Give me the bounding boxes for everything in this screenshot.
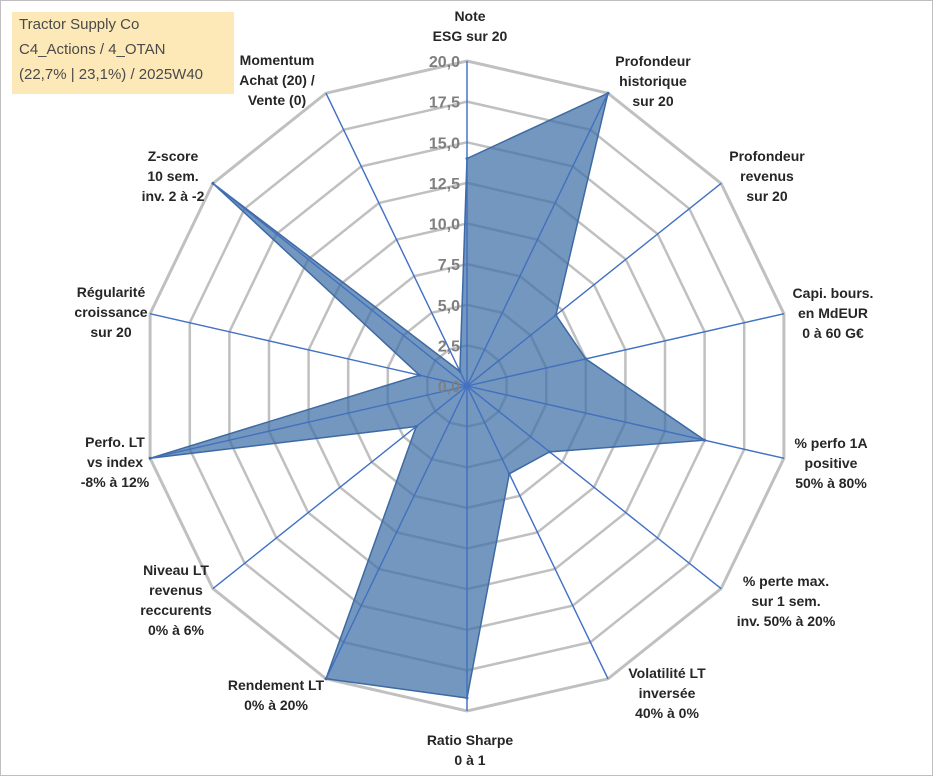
axis-label-line: revenus (740, 168, 794, 184)
axis-label-line: historique (619, 73, 687, 89)
axis-label-line: % perfo 1A (794, 435, 867, 451)
tick-label: 15,0 (429, 135, 460, 152)
tick-label: 7,5 (438, 257, 460, 274)
axis-labels: Note ESG sur 20 Profondeur historique sur 20… (74, 8, 873, 768)
radar-spokes-overlay (149, 61, 785, 711)
axis-label-line: 0% à 20% (244, 697, 308, 713)
axis-label: Profondeur historique sur 20 (615, 53, 691, 109)
axis-spoke (466, 385, 785, 459)
axis-label-line: 50% à 80% (795, 475, 867, 491)
tick-label: 5,0 (438, 298, 460, 315)
axis-label-line: inv. 2 à -2 (142, 188, 205, 204)
axis-label: Z-score 10 sem. inv. 2 à -2 (142, 148, 205, 204)
axis-spoke (466, 385, 722, 590)
axis-label-line: Momentum (240, 52, 315, 68)
axis-label-line: 40% à 0% (635, 705, 699, 721)
axis-label-line: sur 1 sem. (751, 593, 820, 609)
axis-spoke (466, 385, 609, 680)
axis-label: Ratio Sharpe 0 à 1 (427, 732, 514, 768)
axis-label-line: Rendement LT (228, 677, 325, 693)
axis-spoke (149, 313, 468, 387)
axis-label-line: 0 à 1 (454, 752, 485, 768)
tick-label: 10,0 (429, 217, 460, 234)
axis-label-line: croissance (74, 304, 147, 320)
tick-label: 17,5 (429, 95, 460, 112)
axis-label: Rendement LT 0% à 20% (228, 677, 325, 713)
axis-label-line: Profondeur (729, 148, 805, 164)
axis-spoke (466, 313, 785, 387)
axis-label: % perfo 1A positive 50% à 80% (794, 435, 867, 491)
tick-label: 2,5 (438, 338, 460, 355)
axis-label-line: Régularité (77, 284, 146, 300)
axis-label: Momentum Achat (20) / Vente (0) (239, 52, 315, 108)
axis-label: % perte max. sur 1 sem. inv. 50% à 20% (737, 573, 836, 629)
axis-label-line: Perfo. LT (85, 434, 145, 450)
axis-label-line: sur 20 (632, 93, 673, 109)
axis-label-line: Profondeur (615, 53, 691, 69)
axis-label-line: Note (454, 8, 485, 24)
axis-spoke (212, 182, 468, 387)
axis-label: Régularité croissance sur 20 (74, 284, 147, 340)
tick-label: 0,0 (438, 379, 460, 396)
axis-label-line: Niveau LT (143, 562, 209, 578)
axis-label-line: Vente (0) (248, 92, 306, 108)
axis-label-line: Achat (20) / (239, 72, 315, 88)
axis-label-line: en MdEUR (798, 305, 868, 321)
info-box: Tractor Supply Co C4_Actions / 4_OTAN (2… (12, 12, 234, 94)
radial-tick-labels: 0,0 2,5 5,0 7,5 10,0 12,5 15,0 17,5 20,0 (429, 54, 460, 396)
axis-spoke (466, 92, 609, 387)
axis-spoke (325, 92, 468, 387)
axis-label-line: revenus (149, 582, 203, 598)
info-category: C4_Actions / 4_OTAN (19, 41, 166, 58)
tick-label: 20,0 (429, 54, 460, 71)
axis-label-line: Ratio Sharpe (427, 732, 514, 748)
axis-label-line: inv. 50% à 20% (737, 613, 836, 629)
axis-label-line: vs index (87, 454, 143, 470)
axis-label-line: Capi. bours. (793, 285, 874, 301)
axis-label-line: ESG sur 20 (433, 28, 508, 44)
axis-spoke (212, 385, 468, 590)
axis-label-line: Z-score (148, 148, 199, 164)
axis-label-line: % perte max. (743, 573, 829, 589)
axis-spoke (149, 385, 468, 459)
info-period: (22,7% | 23,1%) / 2025W40 (19, 66, 203, 83)
axis-label-line: 10 sem. (147, 168, 198, 184)
axis-label: Niveau LT revenus reccurents 0% à 6% (140, 562, 212, 638)
axis-label-line: reccurents (140, 602, 212, 618)
axis-label-line: inversée (639, 685, 696, 701)
axis-spoke (325, 385, 468, 680)
axis-label-line: -8% à 12% (81, 474, 150, 490)
axis-label: Profondeur revenus sur 20 (729, 148, 805, 204)
axis-label-line: 0 à 60 G€ (802, 325, 864, 341)
axis-label: Perfo. LT vs index -8% à 12% (81, 434, 150, 490)
tick-label: 12,5 (429, 176, 460, 193)
axis-label-line: Volatilité LT (628, 665, 706, 681)
axis-label: Note ESG sur 20 (433, 8, 508, 44)
info-company: Tractor Supply Co (19, 16, 140, 33)
axis-label: Capi. bours. en MdEUR 0 à 60 G€ (793, 285, 874, 341)
axis-label-line: sur 20 (746, 188, 787, 204)
axis-label: Volatilité LT inversée 40% à 0% (628, 665, 706, 721)
axis-label-line: positive (805, 455, 858, 471)
axis-spoke (466, 182, 722, 387)
axis-label-line: 0% à 6% (148, 622, 205, 638)
axis-label-line: sur 20 (90, 324, 131, 340)
